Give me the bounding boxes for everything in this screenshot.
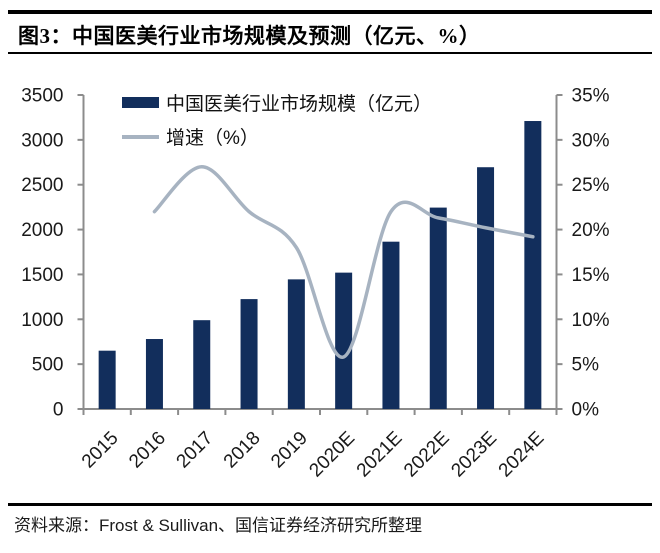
x-axis-label-2021E: 2021E: [353, 428, 407, 482]
right-axis-tick-label: 30%: [572, 130, 610, 151]
right-axis-tick-label: 0%: [572, 400, 600, 421]
top-divider: [8, 10, 652, 14]
x-axis-label-2022E: 2022E: [400, 428, 454, 482]
bar-2022E: [429, 207, 447, 409]
bar-2023E: [477, 167, 495, 409]
bar-2015: [98, 350, 116, 409]
left-axis-tick-label: 3000: [21, 130, 63, 151]
footer-divider: [8, 503, 652, 506]
bar-2024E: [524, 121, 542, 409]
bar-2016: [145, 339, 163, 409]
left-axis-tick-label: 2500: [21, 175, 63, 196]
legend-line-swatch: [122, 134, 159, 139]
bar-2017: [193, 320, 211, 409]
right-axis-tick-label: 10%: [572, 310, 610, 331]
bar-2020E: [335, 272, 353, 409]
left-axis-tick-label: 1000: [21, 310, 63, 331]
left-axis-tick-label: 500: [32, 355, 64, 376]
right-axis-tick-label: 35%: [572, 86, 610, 107]
bar-2021E: [382, 241, 400, 409]
left-axis-tick-label: 0: [53, 400, 64, 421]
x-axis-label-2016: 2016: [125, 428, 170, 473]
growth-rate-line: [152, 165, 535, 359]
right-axis-tick-label: 25%: [572, 175, 610, 196]
chart-legend: 中国医美行业市场规模（亿元） 增速（%）: [122, 89, 432, 150]
x-axis-label-2024E: 2024E: [495, 428, 549, 482]
legend-label-market-size: 中国医美行业市场规模（亿元）: [166, 94, 433, 115]
x-axis-label-2020E: 2020E: [305, 428, 359, 482]
right-axis-tick-label: 15%: [572, 265, 610, 286]
left-axis-tick-label: 3500: [21, 86, 63, 107]
x-axis-label-2018: 2018: [220, 428, 265, 473]
chart-area: 0 500 1000 1500 2000 2500 3000 3500 0% 5% 10% 15% 20…: [0, 70, 660, 495]
legend-item-growth: 增速（%）: [122, 123, 432, 150]
title-divider: [8, 52, 652, 54]
figure-title: 图3：中国医美行业市场规模及预测（亿元、%）: [18, 24, 481, 48]
left-axis-tick-label: 2000: [21, 220, 63, 241]
right-axis-tick-label: 20%: [572, 220, 610, 241]
x-axis-label-2023E: 2023E: [447, 428, 501, 482]
bar-2018: [240, 299, 258, 409]
left-axis-tick-label: 1500: [21, 265, 63, 286]
bar-2019: [287, 279, 305, 409]
x-axis-label-2017: 2017: [173, 428, 218, 473]
source-note: 资料来源：Frost & Sullivan、国信证券经济研究所整理: [14, 516, 423, 535]
x-axis-label-2015: 2015: [78, 428, 123, 473]
legend-item-market-size: 中国医美行业市场规模（亿元）: [122, 89, 432, 116]
market-size-chart: 0 500 1000 1500 2000 2500 3000 3500 0% 5% 10% 15% 20…: [21, 86, 610, 482]
right-axis-tick-label: 5%: [572, 355, 600, 376]
legend-bar-swatch: [122, 97, 159, 108]
legend-label-growth: 增速（%）: [166, 128, 259, 149]
